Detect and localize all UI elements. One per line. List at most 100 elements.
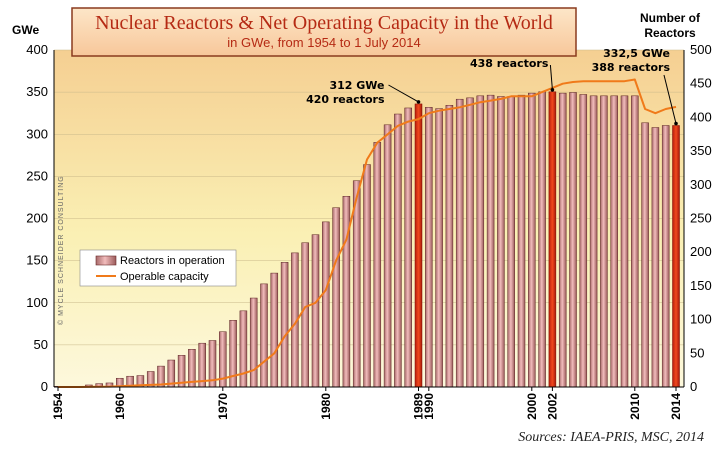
bar-2008 bbox=[610, 95, 618, 388]
bar-2004 bbox=[569, 92, 577, 388]
bar-2006 bbox=[589, 95, 598, 388]
bar-1976 bbox=[280, 262, 289, 388]
annotation-arrowhead bbox=[550, 87, 555, 92]
annotation-arrow bbox=[388, 84, 419, 103]
x-tick-label: 1980 bbox=[319, 393, 333, 420]
left-tick-label: 0 bbox=[41, 379, 48, 394]
bar-1986 bbox=[383, 124, 392, 388]
legend-bar-swatch bbox=[95, 255, 117, 266]
bar-1980 bbox=[322, 221, 330, 388]
left-tick-label: 300 bbox=[26, 126, 48, 141]
legend-bars-label: Reactors in operation bbox=[120, 255, 225, 267]
bar-1983 bbox=[352, 180, 361, 388]
annotation-text: 332,5 GWe bbox=[603, 47, 670, 60]
annotation-text: 388 reactors bbox=[592, 61, 671, 74]
bar-1978 bbox=[301, 242, 309, 388]
bar-1987 bbox=[394, 113, 402, 388]
title-box: Nuclear Reactors & Net Operating Capacit… bbox=[71, 7, 577, 57]
annotation-arrowhead bbox=[674, 121, 678, 126]
bar-2002 bbox=[548, 91, 557, 388]
bar-1991 bbox=[435, 108, 443, 388]
annotation-arrow bbox=[549, 64, 553, 90]
annotation-text: 312 GWe bbox=[329, 79, 384, 92]
bar-2012 bbox=[651, 127, 660, 388]
bar-1979 bbox=[311, 234, 320, 388]
x-tick-label: 2010 bbox=[628, 393, 642, 420]
right-tick-label: 450 bbox=[690, 76, 712, 91]
bar-1989 bbox=[414, 103, 423, 388]
legend-line-label: Operable capacity bbox=[120, 271, 209, 283]
bar-series bbox=[54, 91, 680, 388]
x-tick-label: 2002 bbox=[545, 393, 559, 420]
right-tick-label: 50 bbox=[690, 345, 704, 360]
annotation-arrow bbox=[663, 74, 677, 124]
annotation-text: 438 reactors bbox=[470, 57, 549, 70]
bar-2014 bbox=[672, 125, 680, 388]
bar-2005 bbox=[579, 94, 588, 388]
left-tick-label: 350 bbox=[26, 84, 48, 99]
x-tick-label: 2000 bbox=[525, 393, 539, 420]
right-tick-label: 0 bbox=[690, 379, 697, 394]
bar-2001 bbox=[538, 91, 546, 388]
left-tick-label: 200 bbox=[26, 211, 48, 226]
left-tick-label: 250 bbox=[26, 168, 48, 183]
bar-2007 bbox=[600, 95, 608, 388]
right-tick-label: 350 bbox=[690, 143, 712, 158]
bar-2010 bbox=[631, 95, 639, 388]
bar-1994 bbox=[466, 97, 474, 388]
chart-subtitle: in GWe, from 1954 to 1 July 2014 bbox=[227, 35, 420, 50]
bar-1981 bbox=[332, 207, 340, 388]
x-tick-label: 1954 bbox=[51, 393, 65, 420]
left-tick-label: 150 bbox=[26, 253, 48, 268]
bar-2009 bbox=[620, 95, 629, 388]
x-tick-label: 1970 bbox=[216, 393, 230, 420]
right-tick-label: 400 bbox=[690, 109, 712, 124]
bar-1972 bbox=[239, 310, 248, 388]
bar-2000 bbox=[528, 92, 536, 388]
bar-1992 bbox=[445, 105, 454, 388]
x-tick-label: 2014 bbox=[669, 393, 683, 420]
line-series bbox=[58, 78, 677, 388]
left-tick-label: 100 bbox=[26, 295, 48, 310]
right-tick-label: 250 bbox=[690, 211, 712, 226]
x-tick-label: 1960 bbox=[113, 393, 127, 420]
right-tick-label: 300 bbox=[690, 177, 712, 192]
source-label: Sources: IAEA-PRIS, MSC, 2014 bbox=[518, 430, 704, 445]
bar-1984 bbox=[363, 164, 371, 388]
copyright-label: © MYCLE SCHNEIDER CONSULTING bbox=[57, 175, 65, 325]
bar-1990 bbox=[425, 107, 433, 388]
left-axis-unit: GWe bbox=[12, 23, 39, 37]
capacity-line bbox=[58, 78, 677, 388]
bar-1995 bbox=[476, 95, 485, 388]
right-tick-label: 150 bbox=[690, 278, 712, 293]
legend: Reactors in operation Operable capacity bbox=[79, 249, 237, 287]
x-tick-label: 1990 bbox=[422, 393, 436, 420]
bar-1997 bbox=[497, 96, 505, 388]
bar-2011 bbox=[641, 122, 649, 388]
bar-1974 bbox=[260, 283, 268, 388]
right-tick-label: 200 bbox=[690, 244, 712, 259]
annotation-arrowhead bbox=[416, 100, 421, 104]
bar-2013 bbox=[661, 125, 670, 388]
left-tick-label: 50 bbox=[34, 337, 48, 352]
bar-1985 bbox=[373, 142, 382, 388]
bar-1982 bbox=[342, 196, 351, 388]
bar-1998 bbox=[507, 96, 515, 388]
bar-1973 bbox=[249, 297, 258, 388]
right-tick-label: 100 bbox=[690, 312, 712, 327]
bar-1993 bbox=[455, 98, 464, 388]
annotation-text: 420 reactors bbox=[306, 93, 385, 106]
bar-1996 bbox=[486, 94, 495, 388]
right-axis-unit-line1: Number of bbox=[640, 11, 701, 25]
chart-title: Nuclear Reactors & Net Operating Capacit… bbox=[95, 12, 553, 34]
left-tick-label: 400 bbox=[26, 42, 48, 57]
bar-1988 bbox=[404, 107, 412, 388]
x-tick-label: 1989 bbox=[412, 393, 426, 420]
axes: 0 50 100 150 200 250 300 350 400 0 50 100 150 200 250 3… bbox=[26, 42, 711, 420]
bar-1999 bbox=[517, 94, 526, 388]
bar-1975 bbox=[270, 272, 279, 388]
right-axis-unit-line2: Reactors bbox=[644, 26, 696, 40]
right-tick-label: 500 bbox=[690, 42, 712, 57]
